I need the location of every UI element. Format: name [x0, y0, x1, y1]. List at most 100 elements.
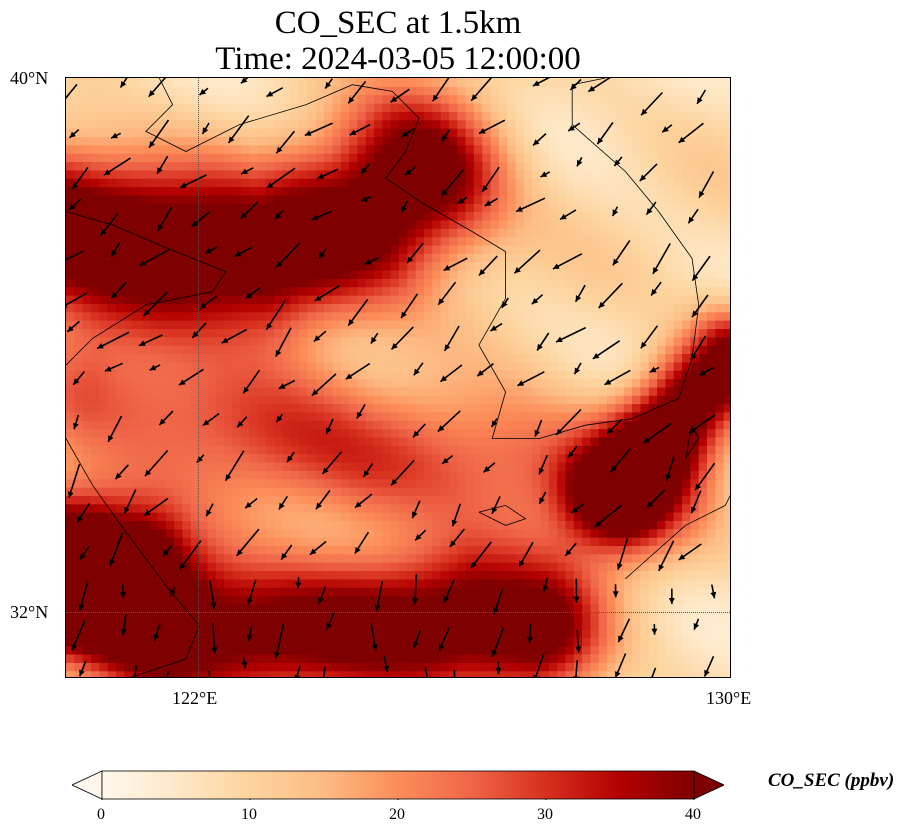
field-cell: [498, 495, 508, 505]
field-cell: [523, 512, 533, 522]
field-cell: [473, 153, 483, 163]
field-cell: [74, 186, 84, 196]
field-cell: [523, 311, 533, 321]
field-cell: [74, 620, 84, 630]
field-cell: [240, 578, 250, 588]
field-cell: [357, 378, 367, 388]
field-cell: [299, 562, 309, 572]
field-cell: [82, 111, 92, 121]
field-cell: [573, 311, 583, 321]
field-cell: [374, 420, 383, 430]
field-cell: [174, 278, 184, 288]
field-cell: [240, 654, 250, 663]
field-cell: [240, 645, 250, 655]
field-cell: [507, 194, 517, 204]
field-cell: [448, 111, 458, 121]
field-cell: [174, 495, 184, 505]
field-cell: [598, 445, 608, 455]
field-cell: [240, 445, 250, 455]
field-cell: [324, 161, 334, 171]
field-cell: [415, 637, 425, 647]
field-cell: [240, 244, 250, 254]
field-cell: [91, 654, 100, 663]
field-cell: [457, 470, 467, 480]
field-cell: [132, 520, 142, 530]
field-cell: [598, 128, 608, 138]
field-cell: [132, 445, 142, 455]
field-cell: [274, 462, 284, 471]
field-cell: [365, 136, 375, 146]
field-cell: [324, 562, 334, 572]
field-cell: [590, 119, 600, 129]
field-cell: [332, 303, 342, 313]
field-cell: [349, 470, 359, 480]
field-cell: [565, 111, 575, 121]
field-cell: [265, 328, 275, 338]
field-cell: [432, 386, 442, 396]
field-cell: [299, 462, 309, 471]
field-cell: [415, 386, 425, 396]
field-cell: [290, 186, 300, 196]
field-cell: [315, 520, 325, 530]
field-cell: [315, 153, 325, 163]
field-cell: [440, 578, 450, 588]
field-cell: [357, 178, 367, 188]
field-cell: [557, 612, 567, 622]
field-cell: [432, 203, 442, 213]
field-cell: [507, 595, 517, 605]
field-cell: [290, 361, 300, 371]
field-cell: [132, 320, 142, 330]
field-cell: [232, 436, 242, 446]
field-cell: [91, 462, 100, 471]
field-cell: [315, 654, 325, 663]
field-cell: [448, 445, 458, 455]
field-cell: [140, 570, 150, 580]
field-cell: [448, 328, 458, 338]
field-cell: [532, 612, 542, 622]
field-cell: [66, 553, 75, 563]
field-cell: [573, 86, 583, 96]
field-cell: [424, 445, 433, 455]
field-cell: [124, 119, 134, 129]
field-cell: [324, 378, 334, 388]
field-cell: [332, 244, 342, 254]
field-cell: [265, 136, 275, 146]
field-cell: [473, 178, 483, 188]
field-cell: [565, 378, 575, 388]
field-cell: [124, 395, 134, 405]
field-cell: [290, 553, 300, 563]
field-cell: [424, 345, 433, 355]
field-cell: [590, 144, 600, 154]
field-cell: [548, 169, 558, 179]
field-cell: [632, 512, 642, 522]
field-cell: [490, 495, 500, 505]
field-cell: [157, 537, 167, 547]
field-cell: [490, 628, 500, 638]
field-cell: [432, 395, 442, 405]
field-cell: [465, 378, 475, 388]
field-cell: [582, 637, 592, 647]
field-cell: [374, 261, 383, 271]
field-cell: [257, 470, 267, 480]
field-cell: [91, 128, 100, 138]
field-cell: [632, 386, 642, 396]
field-cell: [215, 386, 225, 396]
field-cell: [307, 178, 317, 188]
field-cell: [557, 645, 567, 655]
field-cell: [307, 487, 317, 496]
field-cell: [557, 345, 567, 355]
field-cell: [482, 161, 492, 171]
field-cell: [215, 144, 225, 154]
field-cell: [249, 244, 259, 254]
field-cell: [623, 445, 633, 455]
field-cell: [432, 136, 442, 146]
field-cell: [265, 178, 275, 188]
field-cell: [182, 562, 192, 572]
field-cell: [498, 453, 508, 463]
field-cell: [374, 537, 383, 547]
field-cell: [115, 553, 125, 563]
field-cell: [448, 253, 458, 263]
field-cell: [99, 86, 109, 96]
field-cell: [440, 395, 450, 405]
field-cell: [623, 353, 633, 363]
